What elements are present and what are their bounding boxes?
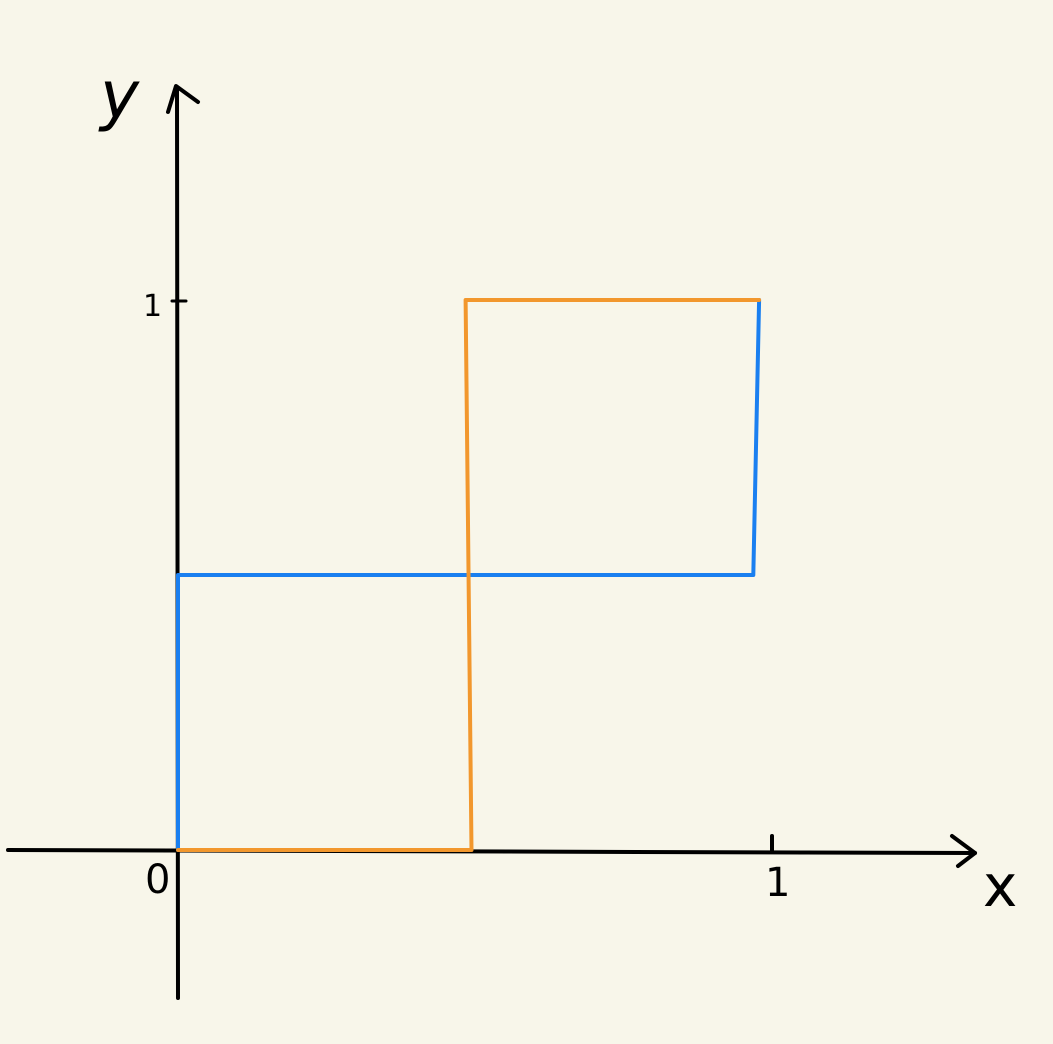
x-tick-label-0: 0: [145, 857, 170, 903]
y-axis-line: [175, 86, 180, 1000]
x-axis-line: [6, 848, 977, 855]
series-2-line: [176, 298, 762, 852]
x-tick-label-1: 1: [765, 860, 790, 906]
series-1-line: [176, 298, 762, 852]
y-axis-arrowhead: [166, 84, 200, 114]
y-axis-label: y: [98, 57, 140, 134]
x-axis-arrowhead: [950, 834, 977, 868]
x-axis-label: x: [983, 852, 1017, 920]
series-layer: [176, 298, 762, 852]
y-tick-label-1: 1: [143, 289, 162, 324]
